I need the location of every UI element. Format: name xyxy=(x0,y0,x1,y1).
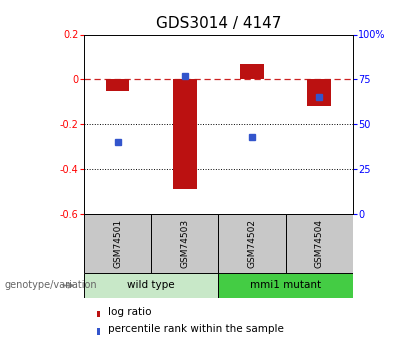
Bar xyxy=(84,214,151,273)
Bar xyxy=(240,64,264,79)
Bar xyxy=(106,79,129,91)
Bar xyxy=(218,273,353,298)
Text: percentile rank within the sample: percentile rank within the sample xyxy=(108,324,284,334)
Text: wild type: wild type xyxy=(127,280,175,290)
Text: mmi1 mutant: mmi1 mutant xyxy=(250,280,321,290)
Bar xyxy=(97,311,100,317)
Title: GDS3014 / 4147: GDS3014 / 4147 xyxy=(156,16,281,31)
Bar xyxy=(286,214,353,273)
Text: GSM74502: GSM74502 xyxy=(247,219,257,268)
Bar xyxy=(218,214,286,273)
Text: GSM74503: GSM74503 xyxy=(180,219,189,268)
Bar xyxy=(307,79,331,106)
Text: GSM74504: GSM74504 xyxy=(315,219,324,268)
Bar xyxy=(97,328,100,335)
Bar xyxy=(151,214,218,273)
Text: genotype/variation: genotype/variation xyxy=(4,280,97,290)
Bar xyxy=(173,79,197,189)
Bar xyxy=(84,273,218,298)
Text: log ratio: log ratio xyxy=(108,307,152,316)
Text: GSM74501: GSM74501 xyxy=(113,219,122,268)
